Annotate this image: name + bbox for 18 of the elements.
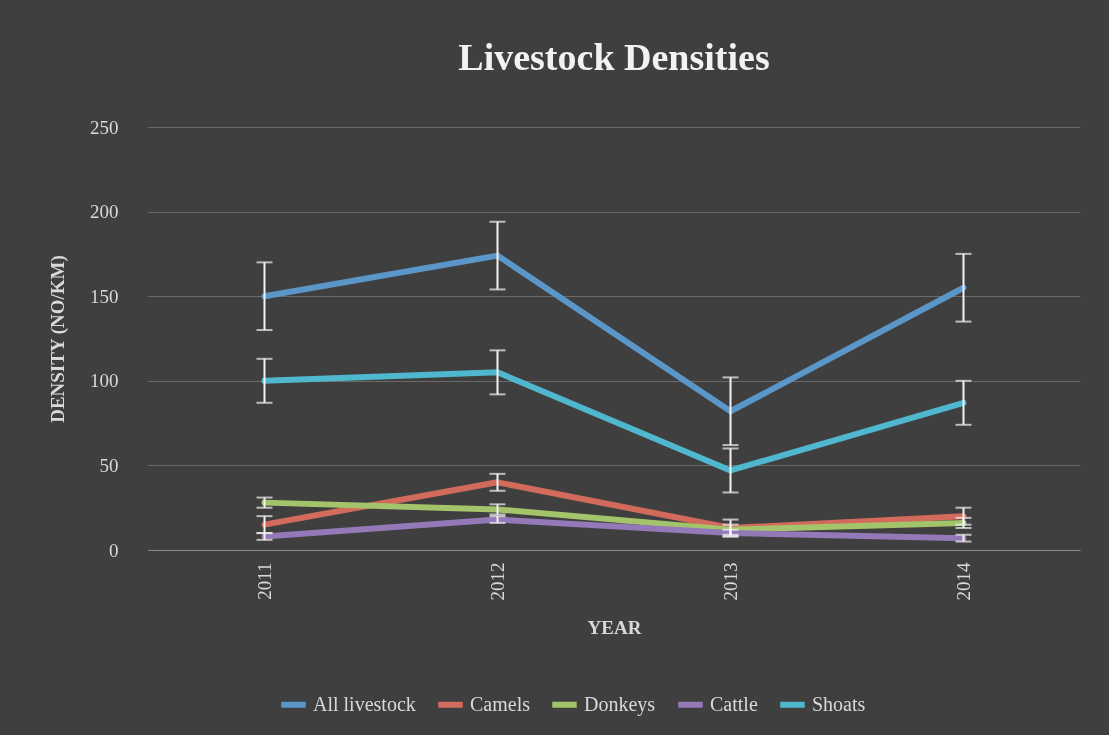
x-tick-label: 2011: [254, 562, 275, 600]
y-tick-label: 150: [90, 285, 119, 307]
y-tick-label: 250: [90, 116, 119, 138]
x-axis-title: YEAR: [587, 616, 642, 638]
legend-label: Camels: [470, 692, 531, 715]
y-tick-label: 100: [90, 370, 119, 392]
y-tick-label: 50: [99, 454, 119, 476]
legend-label: All livestock: [313, 692, 416, 715]
x-tick-label: 2014: [953, 562, 974, 601]
x-tick-label: 2012: [487, 562, 508, 601]
legend-label: Shoats: [812, 692, 866, 715]
legend-label: Cattle: [710, 692, 758, 715]
x-tick-label: 2013: [720, 562, 741, 601]
y-tick-label: 0: [109, 539, 119, 561]
y-axis-title: DENSITY (NO/KM): [47, 255, 69, 423]
chart-title: Livestock Densities: [458, 36, 770, 78]
y-tick-label: 200: [90, 201, 119, 223]
legend-label: Donkeys: [584, 692, 656, 716]
